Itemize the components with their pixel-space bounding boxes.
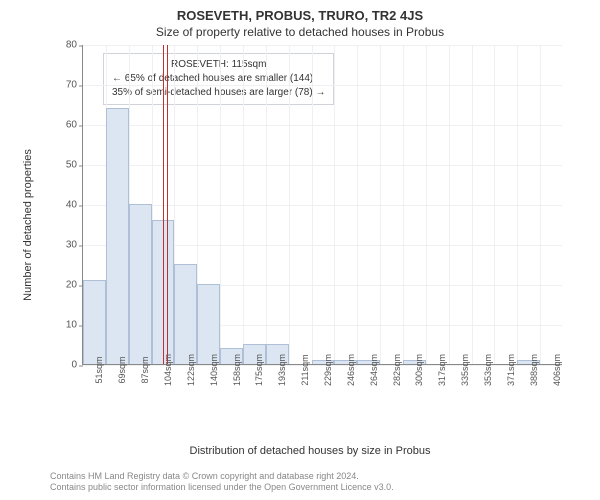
annotation-box: ROSEVETH: 115sqm ← 65% of detached house…	[103, 53, 334, 105]
y-tick: 50	[66, 160, 77, 171]
y-axis-label: Number of detached properties	[22, 149, 34, 301]
x-tick: 211sqm	[300, 354, 310, 385]
grid-line-v	[220, 45, 221, 364]
grid-line-v	[403, 45, 404, 364]
chart-title: ROSEVETH, PROBUS, TRURO, TR2 4JS	[0, 0, 600, 23]
annotation-line3: 35% of semi-detached houses are larger (…	[112, 86, 325, 100]
histogram-bar	[174, 264, 197, 364]
grid-line-h	[83, 45, 562, 46]
grid-line-v	[266, 45, 267, 364]
histogram-bar	[129, 204, 152, 364]
x-tick: 300sqm	[414, 354, 424, 386]
grid-line-v	[494, 45, 495, 364]
grid-line-v	[472, 45, 473, 364]
x-tick: 317sqm	[437, 354, 447, 386]
histogram-bar	[106, 108, 129, 364]
footnote-line1: Contains HM Land Registry data © Crown c…	[50, 471, 394, 483]
x-tick: 335sqm	[460, 354, 470, 386]
grid-line-v	[312, 45, 313, 364]
x-tick: 158sqm	[232, 354, 242, 386]
grid-line-h	[83, 85, 562, 86]
footnote: Contains HM Land Registry data © Crown c…	[50, 471, 394, 494]
y-tick: 60	[66, 120, 77, 131]
y-tick: 80	[66, 40, 77, 51]
x-tick: 371sqm	[506, 354, 516, 386]
x-tick: 353sqm	[483, 354, 493, 386]
reference-line	[163, 45, 164, 364]
x-tick: 69sqm	[117, 356, 127, 383]
y-tick: 70	[66, 80, 77, 91]
grid-line-v	[357, 45, 358, 364]
histogram-bar	[83, 280, 106, 364]
y-tick: 20	[66, 280, 77, 291]
footnote-line2: Contains public sector information licen…	[50, 482, 394, 494]
y-tick: 30	[66, 240, 77, 251]
grid-line-v	[380, 45, 381, 364]
x-tick: 87sqm	[140, 356, 150, 383]
grid-line-h	[83, 165, 562, 166]
x-tick: 388sqm	[529, 354, 539, 386]
x-tick: 51sqm	[94, 356, 104, 383]
chart-area: ROSEVETH: 115sqm ← 65% of detached house…	[50, 45, 570, 405]
grid-line-v	[540, 45, 541, 364]
x-tick: 140sqm	[209, 354, 219, 386]
x-tick: 122sqm	[186, 354, 196, 386]
reference-line	[167, 45, 168, 364]
y-tick: 0	[71, 360, 77, 371]
annotation-line1: ROSEVETH: 115sqm	[112, 58, 325, 72]
grid-line-h	[83, 125, 562, 126]
x-tick: 229sqm	[323, 354, 333, 386]
annotation-line2: ← 65% of detached houses are smaller (14…	[112, 72, 325, 86]
x-tick: 246sqm	[346, 354, 356, 386]
grid-line-v	[517, 45, 518, 364]
x-axis-label: Distribution of detached houses by size …	[190, 445, 431, 457]
grid-line-v	[289, 45, 290, 364]
x-tick: 193sqm	[277, 354, 287, 386]
grid-line-h	[83, 205, 562, 206]
y-tick: 40	[66, 200, 77, 211]
histogram-bar	[197, 284, 220, 364]
chart-subtitle: Size of property relative to detached ho…	[0, 23, 600, 39]
x-tick: 264sqm	[369, 354, 379, 386]
grid-line-v	[243, 45, 244, 364]
grid-line-v	[334, 45, 335, 364]
x-tick: 175sqm	[254, 354, 264, 386]
grid-line-v	[449, 45, 450, 364]
grid-line-v	[426, 45, 427, 364]
x-tick: 406sqm	[552, 354, 562, 386]
x-tick: 282sqm	[392, 354, 402, 386]
y-tick: 10	[66, 320, 77, 331]
plot-area: ROSEVETH: 115sqm ← 65% of detached house…	[82, 45, 562, 365]
